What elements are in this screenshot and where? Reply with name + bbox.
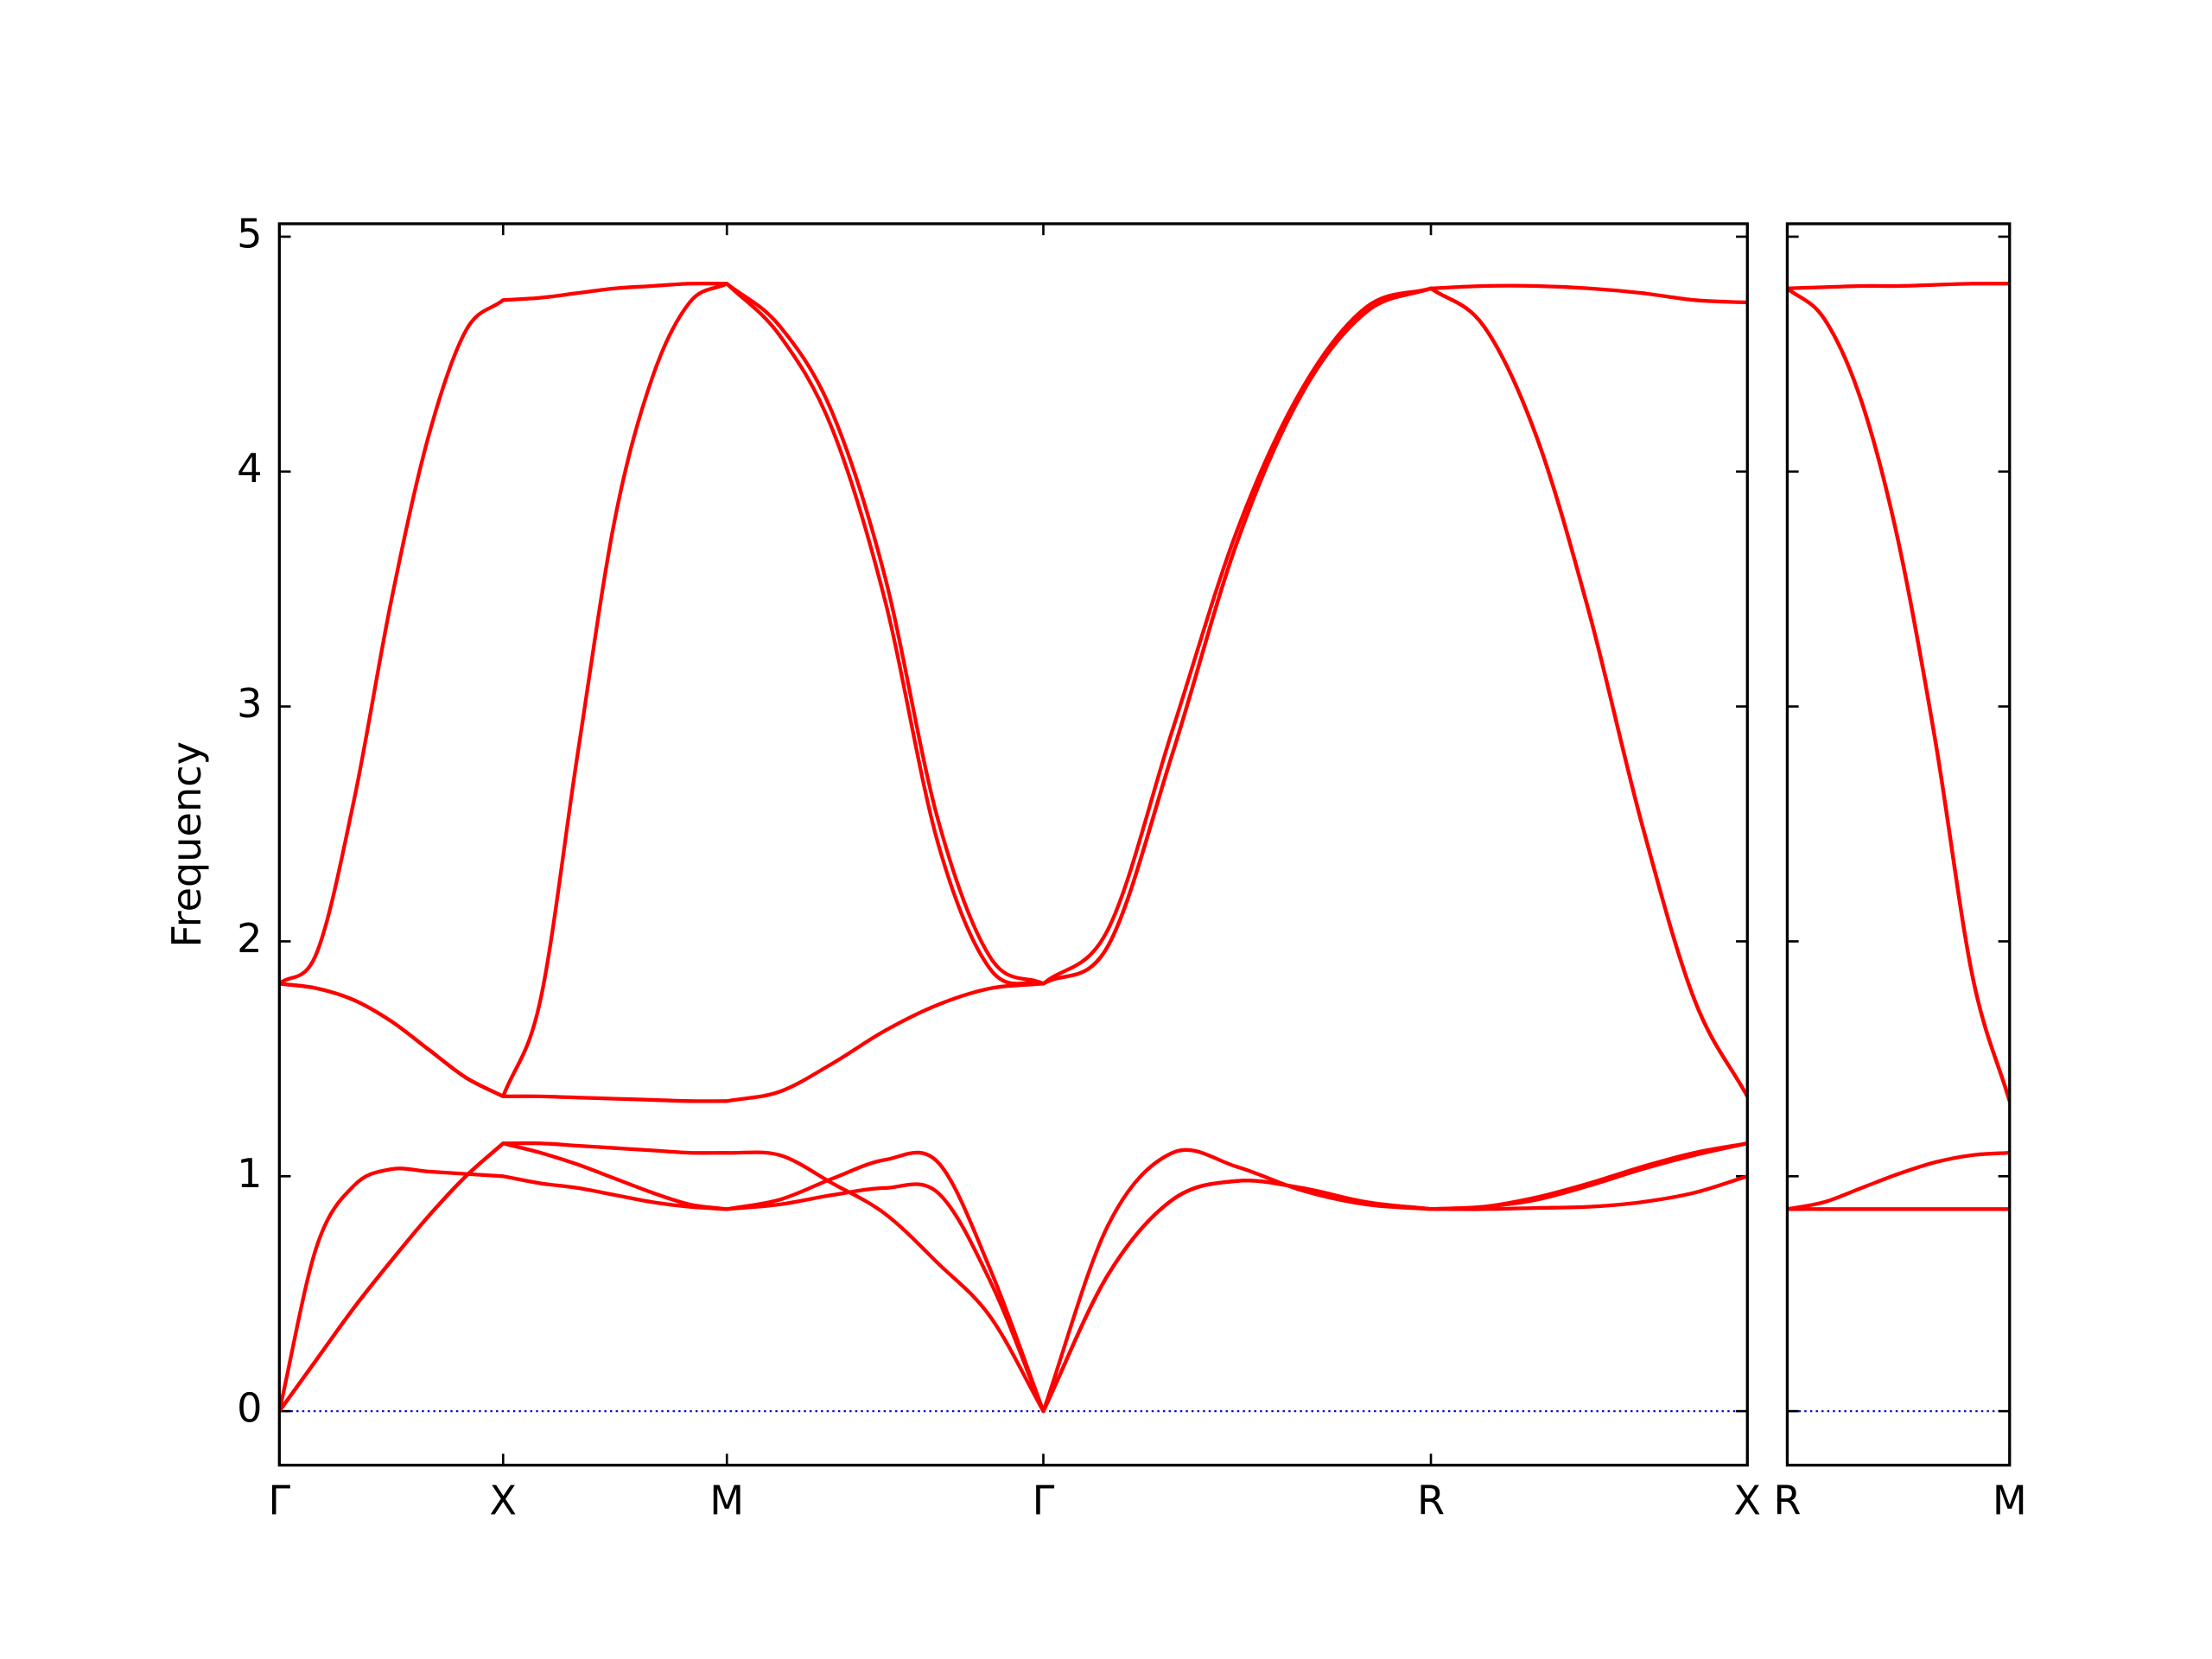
- x-tick-label: R: [1773, 1478, 1801, 1524]
- band-line: [1787, 1150, 2010, 1211]
- x-tick-label: M: [1993, 1478, 2027, 1524]
- axes-frame: [277, 222, 1749, 1467]
- x-tick-label: Γ: [268, 1478, 290, 1524]
- y-tick-label: 1: [237, 1150, 262, 1197]
- y-tick-label: 0: [237, 1385, 262, 1432]
- axes-frame: [1785, 222, 2012, 1467]
- x-tick-label: X: [489, 1478, 517, 1524]
- band-line: [279, 286, 1748, 1103]
- y-tick-label: 2: [237, 915, 262, 962]
- x-tick-label: M: [709, 1478, 744, 1524]
- x-tick-label: Γ: [1033, 1478, 1055, 1524]
- y-tick-label: 3: [237, 680, 262, 727]
- y-tick-label: 5: [237, 210, 262, 257]
- band-line: [279, 1166, 1748, 1414]
- band-line: [1787, 287, 2010, 1102]
- y-axis-label: Frequency: [163, 741, 210, 948]
- band-line: [1787, 282, 2010, 290]
- band-line: [279, 1141, 1748, 1414]
- plot-area: [1787, 282, 2010, 1211]
- plot-area: [279, 281, 1748, 1414]
- x-tick-label: X: [1733, 1478, 1761, 1524]
- band-line: [1787, 287, 2010, 1102]
- band-line: [279, 282, 1748, 1099]
- band-line: [279, 1141, 1748, 1414]
- band-line: [279, 281, 1748, 986]
- x-tick-label: R: [1417, 1478, 1445, 1524]
- y-tick-label: 4: [237, 445, 262, 492]
